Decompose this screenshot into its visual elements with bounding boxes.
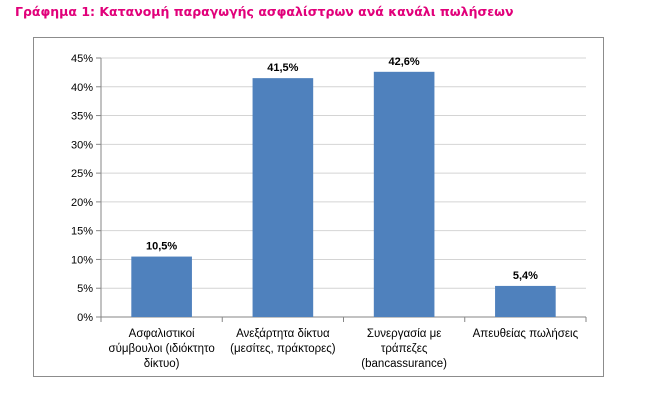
- y-tick-label: 20%: [71, 197, 93, 209]
- y-tick-label: 10%: [71, 254, 93, 266]
- x-category-label: Απευθείας πωλήσεις: [473, 328, 579, 340]
- y-tick-label: 35%: [71, 111, 93, 123]
- data-label: 41,5%: [267, 62, 298, 74]
- chart-heading: Γράφημα 1: Κατανομή παραγωγής ασφαλίστρω…: [15, 4, 514, 19]
- x-category-label: Ανεξάρτητα δίκτυα: [236, 328, 330, 340]
- y-tick-label: 45%: [71, 53, 93, 65]
- x-category-label: τράπεζες: [381, 343, 428, 355]
- y-tick-label: 5%: [77, 283, 93, 295]
- data-label: 10,5%: [146, 241, 177, 253]
- y-tick-label: 30%: [71, 139, 93, 151]
- x-category-label: Ασφαλιστικοί: [129, 328, 195, 340]
- bar: [495, 285, 556, 317]
- bar: [131, 256, 192, 317]
- chart-frame: [33, 37, 604, 377]
- x-category-label: σύμβουλοι (ιδιόκτητο: [109, 343, 215, 355]
- data-label: 42,6%: [389, 56, 420, 68]
- bar: [252, 78, 314, 318]
- bar: [373, 71, 435, 318]
- data-label: 5,4%: [513, 270, 538, 282]
- x-category-label: δίκτυο): [144, 358, 180, 370]
- x-category-label: (μεσίτες, πράκτορες): [230, 343, 336, 355]
- y-tick-label: 25%: [71, 168, 93, 180]
- x-category-label: Συνεργασία με: [367, 328, 441, 340]
- x-category-label: (bancassurance): [361, 358, 447, 370]
- y-tick-label: 40%: [71, 82, 93, 94]
- y-tick-label: 15%: [71, 226, 93, 238]
- y-tick-label: 0%: [77, 312, 93, 324]
